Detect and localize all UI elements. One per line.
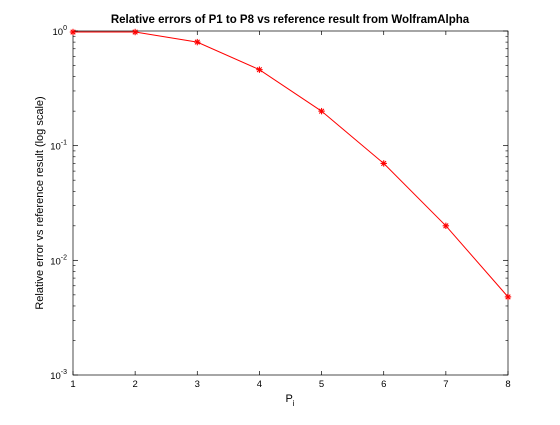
x-tick-label: 5: [319, 379, 324, 390]
x-tick-label: 7: [443, 379, 448, 390]
chart-title: Relative errors of P1 to P8 vs reference…: [111, 14, 470, 26]
y-tick-label: 10-3: [50, 369, 67, 382]
x-tick-label: 2: [132, 379, 137, 390]
series-layer: [69, 28, 512, 301]
data-point-marker: [504, 293, 512, 301]
data-point-marker: [131, 28, 139, 36]
x-tick-label: 1: [70, 379, 75, 390]
x-axis-label: Pi: [285, 393, 294, 408]
x-axis-label-subscript: i: [293, 399, 295, 408]
series-line: [73, 31, 509, 298]
data-point-marker: [318, 107, 325, 115]
x-axis-ticks: 1 2 3 4 5 6 7 8: [70, 31, 511, 390]
y-tick-label: 10-1: [50, 140, 67, 153]
y-axis-label-group: Relative error vs reference result (log …: [34, 96, 46, 309]
y-axis-ticks: 100 10-1 10-2 10-3: [50, 25, 508, 382]
y-axis-label: Relative error vs reference result (log …: [34, 96, 46, 309]
y-tick-label: 100: [53, 25, 68, 38]
data-point-marker: [69, 28, 77, 36]
x-tick-label: 8: [505, 379, 510, 390]
x-tick-label: 6: [381, 379, 386, 390]
x-axis-label-main: P: [285, 393, 292, 405]
data-point-marker: [256, 66, 263, 73]
data-point-marker: [380, 160, 387, 167]
data-point-marker: [442, 222, 450, 230]
y-tick-label: 10-2: [50, 254, 67, 267]
plot-area: [72, 30, 509, 376]
x-tick-label: 4: [257, 379, 262, 390]
data-point-marker: [194, 38, 201, 46]
x-tick-label: 3: [195, 379, 200, 390]
